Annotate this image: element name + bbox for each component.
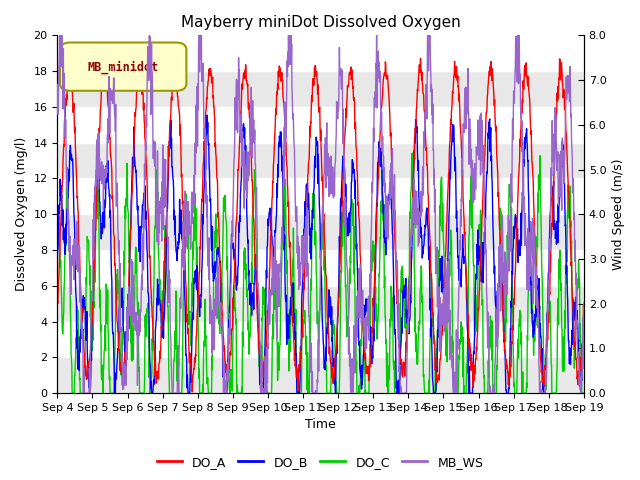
Y-axis label: Wind Speed (m/s): Wind Speed (m/s) [612,158,625,270]
Y-axis label: Dissolved Oxygen (mg/l): Dissolved Oxygen (mg/l) [15,137,28,291]
DO_A [277,78,285,84]
DO_B [116,310,124,315]
Title: Mayberry miniDot Dissolved Oxygen: Mayberry miniDot Dissolved Oxygen [180,15,461,30]
MB_WS [54,88,61,94]
DO_A [353,171,361,177]
DO_C [298,387,305,393]
DO_B [203,112,211,118]
Bar [58,143,584,179]
Bar [58,286,584,322]
Bar [58,357,584,393]
MB_WS [79,390,87,396]
DO_C [580,390,588,396]
MB_WS [354,311,362,316]
DO_C [95,195,102,201]
MB_WS [116,293,124,299]
DO_A [417,56,424,61]
FancyBboxPatch shape [60,43,186,91]
Text: MB_minidot: MB_minidot [88,60,159,73]
DO_B [111,390,118,396]
Line: DO_B: DO_B [58,115,584,393]
Bar [58,214,584,250]
DO_B [278,140,285,146]
DO_C [277,292,285,298]
DO_C [54,206,61,212]
DO_B [94,173,102,179]
Line: MB_WS: MB_WS [58,36,584,393]
MB_WS [289,97,296,103]
DO_C [353,390,361,396]
MB_WS [298,246,306,252]
Line: DO_C: DO_C [58,153,584,393]
DO_B [289,281,296,287]
MB_WS [580,300,588,305]
DO_B [580,302,588,308]
DO_C [68,390,76,396]
Legend: DO_A, DO_B, DO_C, MB_WS: DO_A, DO_B, DO_C, MB_WS [152,451,488,474]
X-axis label: Time: Time [305,419,336,432]
DO_A [580,307,588,313]
DO_C [408,150,416,156]
MB_WS [56,33,63,38]
DO_A [94,159,102,165]
MB_WS [278,240,285,246]
DO_B [298,294,306,300]
DO_A [116,353,124,359]
DO_A [298,343,305,348]
DO_A [54,297,61,303]
DO_B [354,276,362,282]
DO_A [288,305,296,311]
MB_WS [95,131,102,136]
DO_B [54,255,61,261]
Line: DO_A: DO_A [58,59,584,392]
DO_C [116,339,124,345]
DO_C [288,282,296,288]
DO_A [188,389,196,395]
Bar [58,71,584,107]
